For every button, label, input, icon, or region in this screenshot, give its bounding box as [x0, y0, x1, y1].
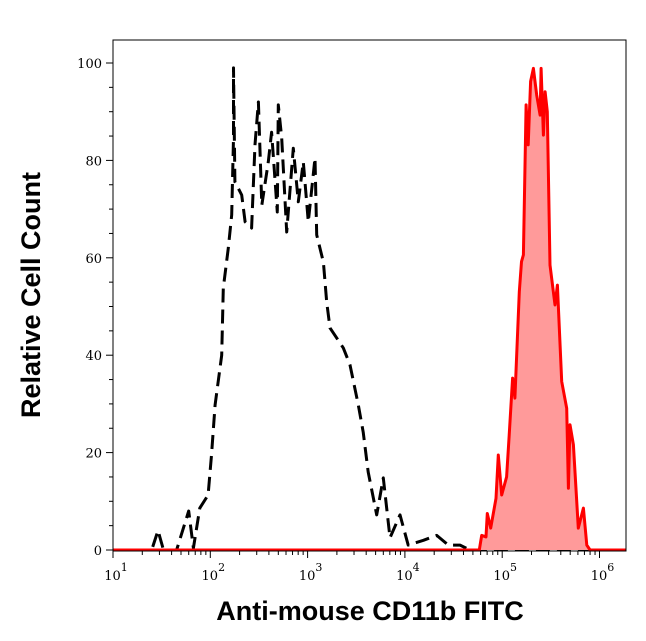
x-tick-base: 10: [396, 569, 413, 584]
x-tick-label: 101: [104, 561, 128, 584]
series-1-line: [113, 66, 626, 552]
x-tick-base: 10: [202, 569, 219, 584]
series-0-line: [113, 66, 626, 552]
x-tick-label: 102: [202, 561, 226, 584]
y-tick-label: 60: [85, 252, 102, 267]
x-tick-base: 10: [591, 569, 608, 584]
series-1-fill: [113, 68, 626, 551]
x-tick-base: 10: [299, 569, 316, 584]
x-tick-base: 10: [493, 569, 510, 584]
y-tick-label: 80: [85, 154, 102, 169]
y-axis-title: Relative Cell Count: [16, 172, 46, 418]
x-tick-label: 106: [591, 561, 615, 584]
x-tick-label: 103: [299, 561, 323, 584]
x-tick-exponent: 1: [121, 561, 128, 574]
y-tick-label: 20: [85, 447, 102, 462]
y-tick-label: 40: [85, 349, 102, 364]
x-tick-label: 105: [493, 561, 517, 584]
x-tick-exponent: 6: [607, 561, 614, 574]
y-tick-label: 100: [77, 57, 102, 72]
x-tick-base: 10: [104, 569, 121, 584]
x-tick-exponent: 4: [413, 561, 420, 574]
x-tick-exponent: 5: [510, 561, 517, 574]
x-tick-label: 104: [396, 561, 420, 584]
series-layer: [113, 66, 626, 552]
x-tick-exponent: 3: [315, 561, 322, 574]
x-tick-exponent: 2: [218, 561, 225, 574]
x-axis-title: Anti-mouse CD11b FITC: [216, 596, 524, 626]
y-tick-label: 0: [94, 544, 102, 559]
